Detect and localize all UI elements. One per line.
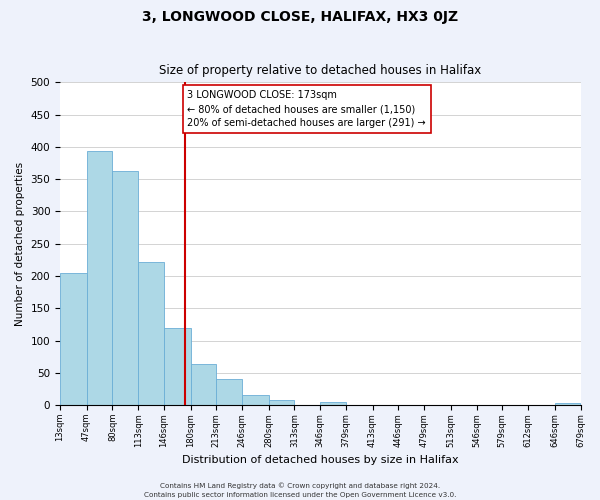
Bar: [191, 364, 217, 405]
Bar: [555, 403, 580, 405]
Bar: [217, 378, 242, 405]
Text: 3, LONGWOOD CLOSE, HALIFAX, HX3 0JZ: 3, LONGWOOD CLOSE, HALIFAX, HX3 0JZ: [142, 10, 458, 24]
Bar: [60, 273, 86, 405]
Bar: [320, 402, 346, 405]
Y-axis label: Number of detached properties: Number of detached properties: [15, 162, 25, 326]
Bar: [164, 328, 191, 405]
Bar: [138, 262, 164, 405]
Text: Contains public sector information licensed under the Open Government Licence v3: Contains public sector information licen…: [144, 492, 456, 498]
Bar: [112, 171, 138, 405]
Bar: [86, 152, 112, 405]
Bar: [242, 396, 269, 405]
Bar: [269, 400, 295, 405]
Text: Contains HM Land Registry data © Crown copyright and database right 2024.: Contains HM Land Registry data © Crown c…: [160, 482, 440, 489]
Text: 3 LONGWOOD CLOSE: 173sqm
← 80% of detached houses are smaller (1,150)
20% of sem: 3 LONGWOOD CLOSE: 173sqm ← 80% of detach…: [187, 90, 426, 128]
Title: Size of property relative to detached houses in Halifax: Size of property relative to detached ho…: [159, 64, 481, 77]
X-axis label: Distribution of detached houses by size in Halifax: Distribution of detached houses by size …: [182, 455, 458, 465]
